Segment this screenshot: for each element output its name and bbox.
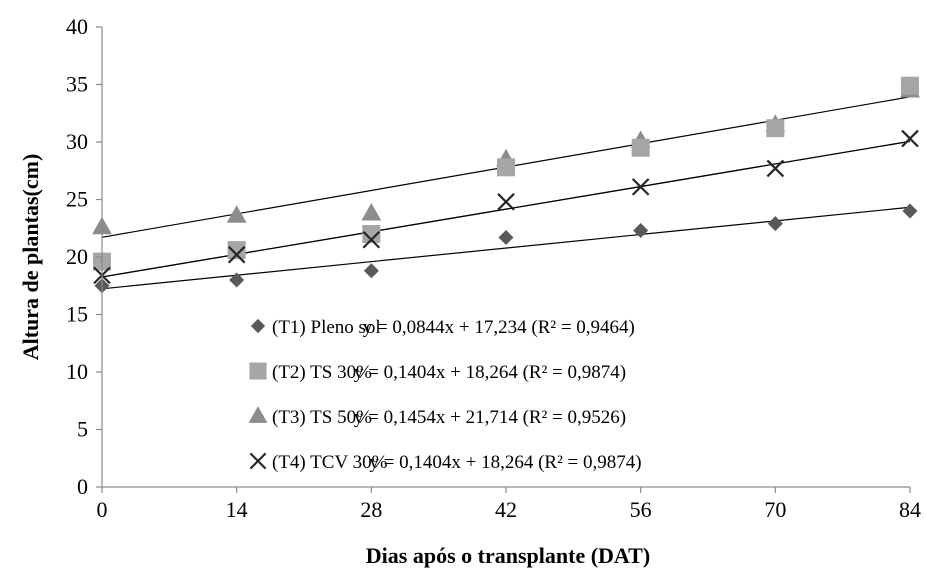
data-point-x xyxy=(631,178,650,196)
data-point-diamond xyxy=(902,203,918,219)
data-point-triangle xyxy=(248,406,268,423)
legend-equation: y = 0,1454x + 21,714 (R² = 0,9526) xyxy=(354,407,626,428)
data-point-diamond xyxy=(229,272,245,288)
data-point-x xyxy=(766,159,785,178)
legend-series-name: (T4) TCV 30% xyxy=(272,452,388,473)
y-tick-label: 25 xyxy=(66,187,88,212)
x-stroke xyxy=(249,452,267,470)
data-point-x xyxy=(362,230,381,249)
data-point-diamond xyxy=(363,263,379,279)
legend-series-name: (T1) Pleno sol xyxy=(272,317,381,338)
legend-equation: y = 0,0844x + 17,234 (R² = 0,9464) xyxy=(363,317,635,338)
axes xyxy=(96,26,911,493)
y-tick-label: 10 xyxy=(66,359,88,384)
data-point-square xyxy=(901,76,919,95)
legend-series-name: (T2) TS 30% xyxy=(272,362,372,383)
x-tick-label: 0 xyxy=(97,497,108,522)
x-stroke xyxy=(362,230,381,249)
data-point-square xyxy=(227,241,246,260)
y-tick-label: 5 xyxy=(77,417,88,442)
data-point-diamond xyxy=(250,318,266,334)
legend-item: (T4) TCV 30%y = 0,1404x + 18,264 (R² = 0… xyxy=(249,452,642,473)
data-point-diamond xyxy=(767,216,783,232)
x-stroke xyxy=(901,129,919,148)
x-stroke xyxy=(227,245,246,264)
x-axis-title: Dias após o transplante (DAT) xyxy=(366,543,650,568)
legend-series-name: (T3) TS 50% xyxy=(272,407,372,428)
data-point-x xyxy=(901,129,919,148)
data-point-square xyxy=(766,119,785,138)
data-point-diamond xyxy=(498,229,514,245)
y-tick-label: 35 xyxy=(66,72,88,97)
data-point-square xyxy=(497,158,515,177)
x-tick-label: 84 xyxy=(899,497,921,522)
x-stroke xyxy=(766,159,785,178)
data-point-x xyxy=(227,245,246,264)
legend-equation: y = 0,1404x + 18,264 (R² = 0,9874) xyxy=(369,452,641,473)
x-tick-label: 42 xyxy=(495,497,517,522)
data-point-square xyxy=(249,362,267,380)
x-tick-label: 56 xyxy=(630,497,652,522)
trendlines xyxy=(101,96,911,290)
x-stroke xyxy=(497,193,515,211)
y-tick-label: 40 xyxy=(66,14,88,39)
x-tick-label: 28 xyxy=(360,497,382,522)
trendline xyxy=(101,206,911,290)
legend-item: (T2) TS 30%y = 0,1404x + 18,264 (R² = 0,… xyxy=(249,362,626,383)
data-point-square xyxy=(631,138,650,157)
x-stroke xyxy=(631,178,650,196)
y-axis-title: Altura de plantas(cm) xyxy=(18,154,43,361)
y-tick-label: 20 xyxy=(66,244,88,269)
data-point-triangle xyxy=(226,205,247,223)
x-tick-label: 70 xyxy=(764,497,786,522)
data-point-triangle xyxy=(361,202,382,221)
y-tick-label: 0 xyxy=(77,474,88,499)
data-point-x xyxy=(249,452,267,470)
data-markers xyxy=(92,76,920,294)
data-point-diamond xyxy=(633,223,649,239)
data-point-x xyxy=(497,193,515,211)
data-point-square xyxy=(362,225,381,243)
x-tick-label: 14 xyxy=(226,497,248,522)
legend-equation: y = 0,1404x + 18,264 (R² = 0,9874) xyxy=(354,362,626,383)
y-tick-label: 30 xyxy=(66,129,88,154)
y-tick-label: 15 xyxy=(66,302,88,327)
legend-item: (T3) TS 50%y = 0,1454x + 21,714 (R² = 0,… xyxy=(248,406,626,428)
tick-labels: 0 5 10 15 20 25 30 35 40 0 14 28 42 56 70 84 xyxy=(66,14,921,522)
